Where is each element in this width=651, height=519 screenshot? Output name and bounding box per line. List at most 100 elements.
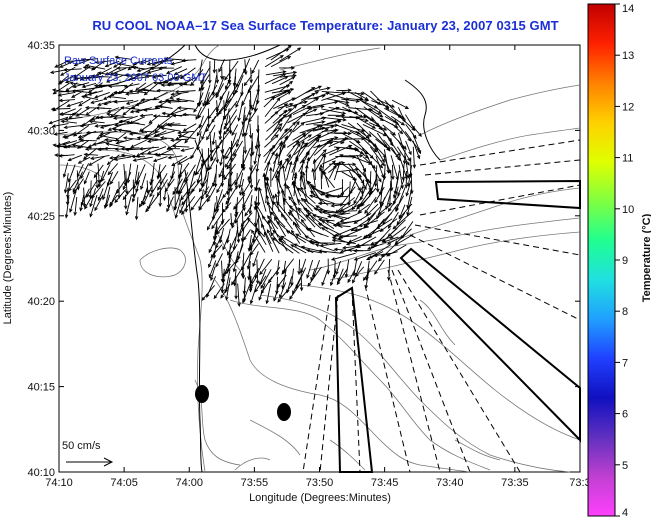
current-vector — [383, 156, 391, 174]
current-vector-head — [76, 145, 82, 149]
current-vector-head — [291, 181, 295, 186]
current-vector — [231, 211, 239, 228]
current-vector — [98, 170, 105, 187]
current-vector — [83, 66, 96, 70]
current-vector — [288, 212, 309, 230]
current-vector-head — [282, 70, 287, 74]
current-vector — [166, 106, 180, 118]
current-vector — [385, 194, 391, 210]
x-axis-label: Longitude (Degrees:Minutes) — [249, 492, 391, 504]
current-vector — [168, 100, 188, 103]
current-vector — [174, 74, 187, 80]
current-vector-head — [339, 250, 344, 254]
current-vector-head — [195, 171, 200, 176]
current-vector-head — [292, 221, 297, 226]
current-vector — [227, 236, 237, 255]
current-vector-head — [236, 239, 241, 244]
colorbar-tick-label: 13 — [622, 50, 634, 62]
current-vector — [286, 143, 301, 166]
current-vector — [397, 179, 405, 196]
current-vector-head — [353, 220, 358, 224]
current-vector-head — [322, 148, 327, 153]
current-vector — [199, 178, 209, 192]
current-vector-head — [158, 66, 163, 71]
current-vector-head — [330, 203, 335, 208]
current-vector-head — [109, 201, 114, 206]
current-vector — [147, 146, 167, 154]
current-vector-head — [98, 84, 103, 88]
current-vector-head — [146, 70, 152, 74]
current-vector — [265, 71, 286, 76]
current-vector-head — [274, 152, 279, 157]
current-vector-head — [64, 117, 69, 121]
current-vector-head — [182, 81, 188, 85]
current-vector — [277, 283, 294, 303]
current-vector — [306, 127, 325, 132]
current-vector — [265, 182, 274, 206]
current-vector — [147, 68, 161, 74]
current-vector — [223, 100, 226, 119]
current-vector — [376, 148, 385, 163]
current-vector-head — [270, 211, 275, 216]
current-vector — [205, 92, 210, 105]
current-vector-head — [132, 158, 137, 162]
current-vector-head — [95, 115, 100, 120]
current-vector — [322, 120, 341, 126]
current-vector — [218, 58, 225, 72]
current-vector — [135, 179, 140, 192]
current-vector-head — [90, 100, 95, 104]
current-vector — [313, 214, 328, 220]
current-vector — [310, 195, 335, 204]
current-vector-head — [376, 215, 380, 220]
current-vector-head — [105, 142, 110, 146]
current-vector — [90, 180, 92, 199]
current-vector-head — [300, 173, 304, 179]
current-vector-head — [132, 61, 137, 66]
current-vector — [72, 90, 90, 93]
current-vector-head — [124, 73, 129, 77]
current-vector — [378, 242, 398, 262]
current-vector — [254, 148, 259, 165]
current-vector-head — [125, 190, 129, 195]
current-vector-head — [139, 129, 144, 133]
x-tick-label: 73:45 — [371, 477, 399, 489]
current-vector-head — [337, 160, 341, 166]
current-vector-head — [134, 102, 140, 107]
current-vector — [318, 250, 342, 254]
current-vector — [399, 203, 413, 219]
current-vector-head — [341, 161, 346, 165]
current-vector-head — [332, 223, 337, 228]
current-vector-head — [335, 271, 339, 276]
current-vector-head — [170, 138, 175, 142]
current-vector — [224, 258, 239, 275]
current-vector — [212, 202, 216, 220]
current-vector — [410, 124, 422, 137]
current-vector-head — [139, 61, 144, 65]
current-vector — [357, 188, 372, 208]
current-vector — [73, 178, 84, 194]
current-vector — [326, 92, 349, 101]
current-vector — [178, 107, 194, 110]
x-tick-label: 74:10 — [45, 477, 73, 489]
current-vector-head — [67, 157, 72, 162]
current-vector-head — [334, 136, 339, 140]
current-vector-head — [223, 125, 228, 131]
current-vector-head — [243, 71, 248, 76]
current-vector — [321, 154, 343, 165]
current-vector — [197, 92, 204, 107]
current-vector — [315, 107, 340, 116]
current-vector — [265, 48, 289, 60]
current-vector-head — [299, 287, 304, 292]
x-tick-label: 73:40 — [436, 477, 464, 489]
current-vector — [153, 156, 168, 162]
current-vector — [369, 154, 383, 168]
current-vector-head — [404, 175, 408, 180]
current-vector-head — [291, 229, 295, 234]
current-vector-head — [215, 94, 220, 99]
current-vector — [99, 83, 119, 88]
current-vector-head — [274, 173, 279, 179]
current-vector-head — [78, 102, 83, 107]
current-vector-head — [357, 209, 362, 213]
current-vector-head — [206, 136, 210, 141]
current-vector — [114, 156, 132, 161]
